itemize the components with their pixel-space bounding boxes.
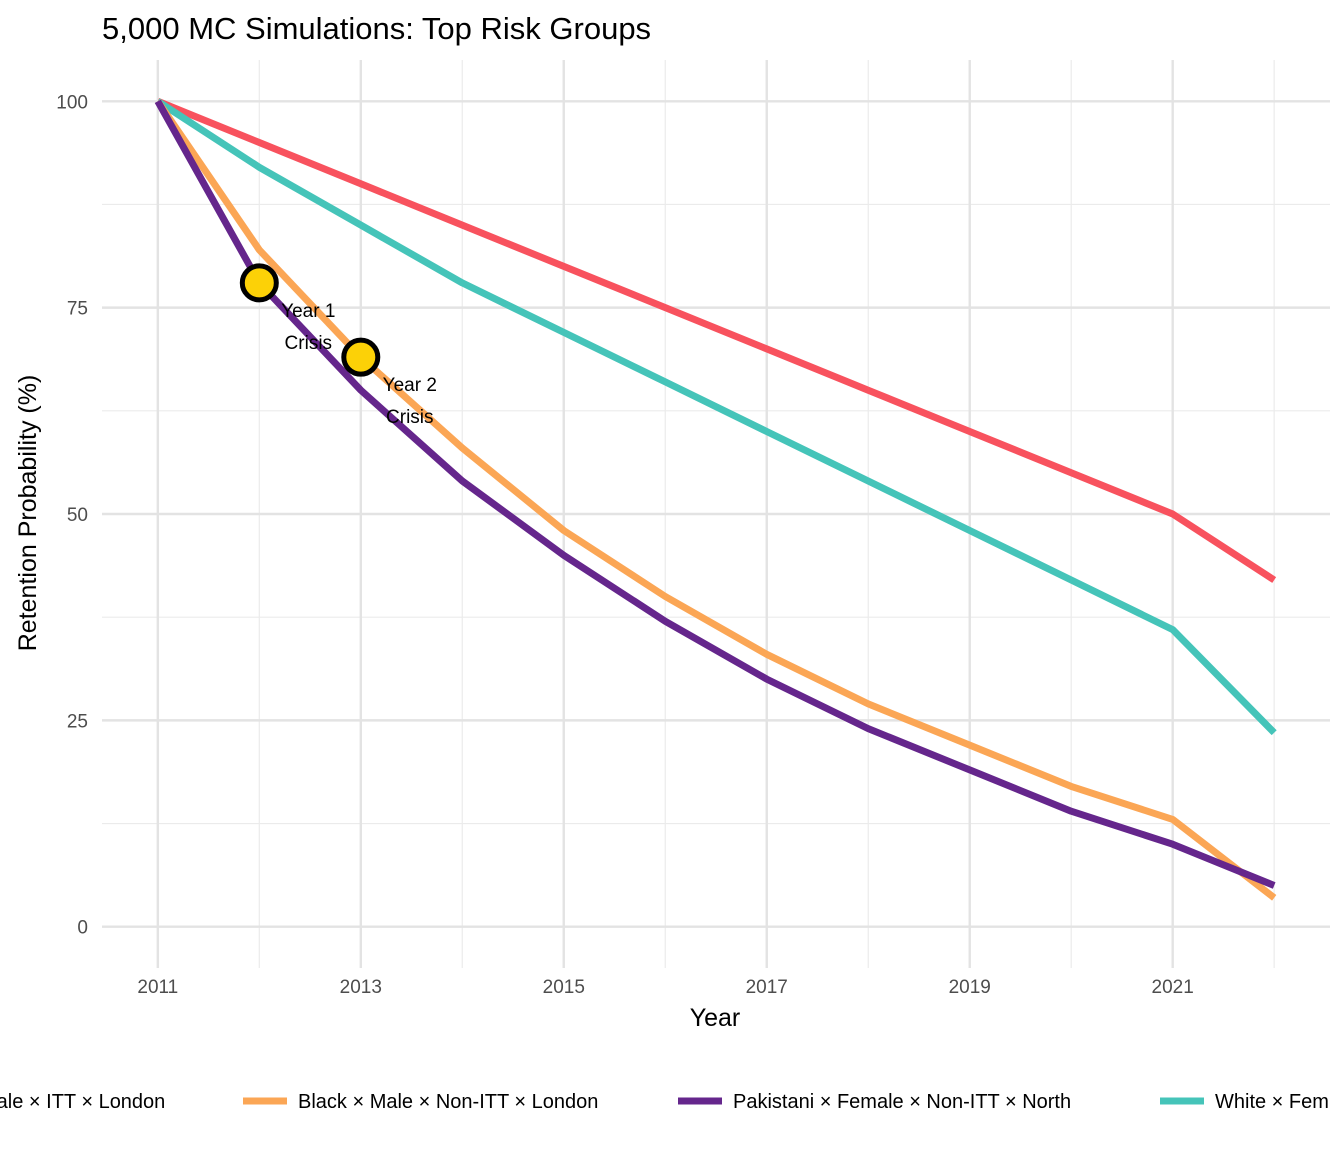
annotation-line-1: Year 2 [383,375,437,396]
x-tick-label: 2021 [1152,977,1194,998]
legend-label-1: Black × Male × Non-ITT × London [298,1091,598,1113]
x-tick-label: 2017 [746,977,788,998]
y-axis-ticks: 0 25 50 75 100 [56,92,88,938]
legend-label-2: Pakistani × Female × Non-ITT × North [733,1091,1071,1113]
y-tick-label: 75 [67,299,88,320]
crisis-marker [341,337,381,377]
x-axis-ticks: 2011 2013 2015 2017 2019 2021 [137,977,1193,998]
y-tick-label: 50 [67,505,88,526]
y-tick-label: 25 [67,711,88,732]
annotation-line-1: Year 1 [281,301,335,322]
annotation-layer: Year 1 Crisis Year 2 Crisis [239,263,437,428]
x-tick-label: 2011 [137,977,178,998]
series-line-0 [156,98,1277,583]
series-line-3 [155,98,1277,736]
x-tick-label: 2019 [949,977,991,998]
y-tick-label: 0 [77,918,88,939]
series-layer [154,98,1277,901]
x-tick-label: 2015 [543,977,585,998]
annotation-line-2: Crisis [386,407,434,428]
legend-label-3: White × Fem [1215,1091,1329,1113]
annotation-line-2: Crisis [285,333,333,354]
y-axis-label: Retention Probability (%) [14,375,42,652]
y-tick-label: 100 [56,92,88,113]
legend-label-0: Male × ITT × London [0,1091,165,1113]
x-axis-label: Year [690,1004,741,1032]
x-tick-label: 2013 [340,977,382,998]
series-line-1 [154,99,1277,901]
legend: Male × ITT × London Black × Male × Non-IT… [0,1091,1329,1113]
grid-major [102,60,1330,968]
crisis-marker [239,263,279,303]
chart-title: 5,000 MC Simulations: Top Risk Groups [102,11,651,46]
series-line-2 [154,99,1276,889]
